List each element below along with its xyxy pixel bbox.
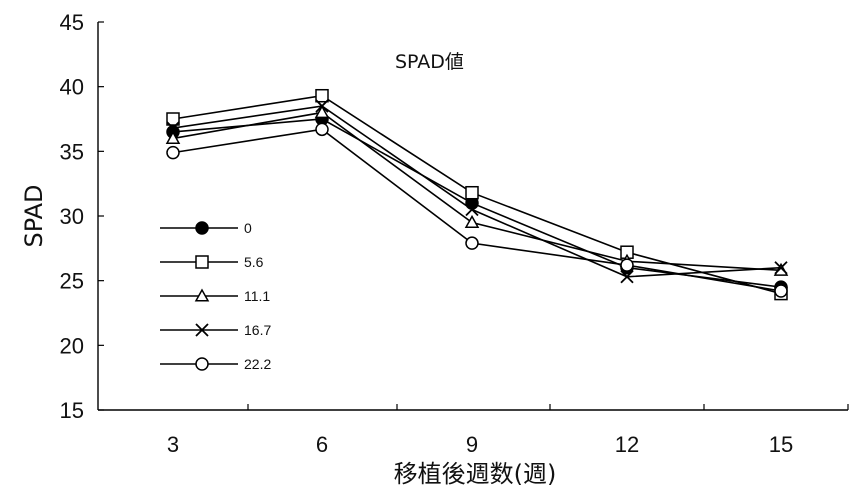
chart-title: SPAD値: [395, 51, 464, 73]
legend-marker: [195, 221, 209, 235]
data-point: [465, 202, 479, 217]
x-tick-label: 12: [615, 432, 639, 457]
data-point: [774, 284, 788, 298]
x-tick-label: 9: [466, 432, 478, 457]
legend-marker: [195, 357, 209, 371]
y-tick-label: 25: [60, 269, 84, 294]
y-tick-label: 40: [60, 75, 84, 100]
legend-marker: [194, 288, 210, 302]
series-22-2: [166, 122, 788, 298]
x-tick-label: 3: [167, 432, 179, 457]
legend-label: 22.2: [244, 356, 271, 372]
data-point: [465, 185, 479, 200]
axes: [97, 22, 848, 411]
legend-entry: 11.1: [160, 288, 270, 304]
y-tick-label: 45: [60, 10, 84, 35]
legend-label: 11.1: [244, 288, 270, 304]
data-point: [464, 214, 480, 229]
legend-entry: 22.2: [160, 356, 271, 372]
data-point: [314, 104, 330, 119]
data-point: [315, 88, 329, 103]
data-point: [165, 130, 181, 144]
data-point: [315, 122, 329, 137]
legend-entry: 16.7: [160, 322, 271, 338]
data-point: [620, 258, 634, 272]
legend: 0 5.6 11.1 16.7 22.2: [160, 220, 271, 372]
y-tick-label: 30: [60, 204, 84, 229]
data-point: [166, 112, 180, 126]
legend-marker: [195, 323, 209, 337]
legend-entry: 0: [160, 220, 252, 236]
data-point: [465, 236, 479, 250]
x-tick-label: 6: [316, 432, 328, 457]
ticks: 15 20 25 30 35 40 45 3 6 9 12 15: [60, 10, 849, 457]
data-point: [315, 99, 329, 113]
legend-label: 5.6: [244, 254, 264, 270]
legend-label: 16.7: [244, 322, 271, 338]
y-tick-label: 15: [60, 398, 84, 423]
data-point: [620, 270, 634, 284]
legend-label: 0: [244, 220, 252, 236]
x-tick-label: 15: [769, 432, 793, 457]
y-tick-label: 20: [60, 333, 84, 358]
series-line: [172, 128, 782, 292]
y-axis-title: SPAD: [20, 184, 48, 247]
x-axis-title: 移植後週数(週): [394, 460, 557, 488]
data-point: [774, 261, 788, 275]
series-lines: [165, 88, 789, 301]
data-point: [166, 145, 180, 160]
legend-entry: 5.6: [160, 254, 264, 270]
legend-marker: [195, 255, 209, 269]
y-tick-label: 35: [60, 139, 84, 164]
data-point: [166, 121, 180, 135]
